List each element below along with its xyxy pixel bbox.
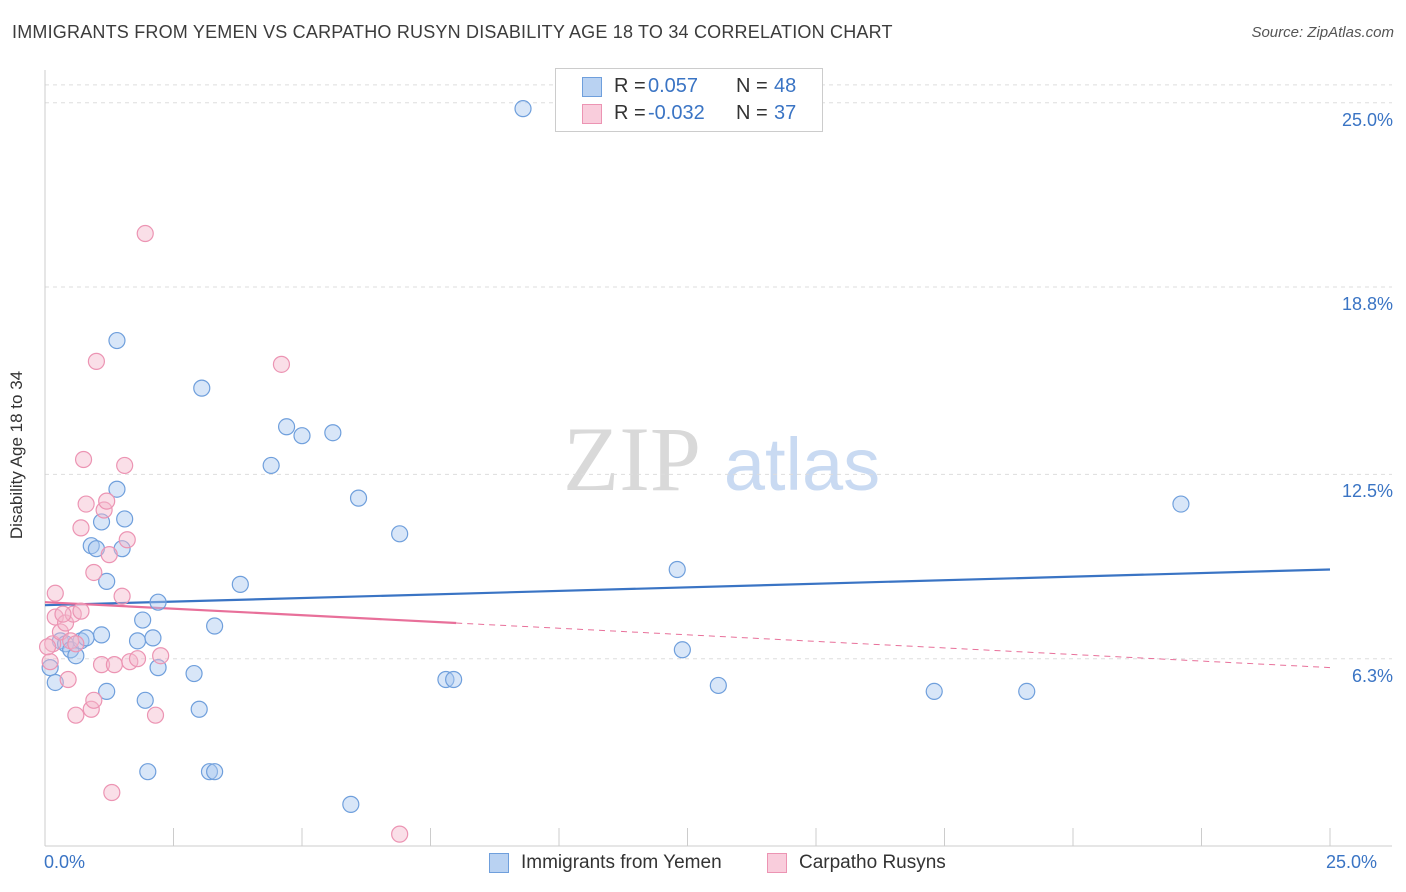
point-yemen bbox=[324, 424, 342, 442]
point-yemen bbox=[46, 673, 64, 692]
point-rusyn bbox=[41, 653, 59, 671]
point-yemen bbox=[445, 670, 463, 689]
point-rusyn bbox=[59, 670, 77, 689]
point-yemen bbox=[108, 331, 126, 350]
point-rusyn bbox=[72, 519, 90, 537]
point-yemen bbox=[193, 379, 211, 397]
point-rusyn bbox=[44, 635, 62, 653]
point-yemen bbox=[190, 700, 208, 718]
point-rusyn bbox=[136, 224, 154, 243]
point-yemen bbox=[206, 617, 224, 635]
point-rusyn bbox=[85, 563, 103, 582]
point-rusyn bbox=[391, 825, 409, 843]
point-rusyn bbox=[118, 531, 136, 549]
point-rusyn bbox=[74, 450, 93, 469]
point-yemen bbox=[92, 626, 111, 644]
point-rusyn bbox=[67, 706, 85, 724]
point-yemen bbox=[231, 575, 249, 593]
point-rusyn bbox=[67, 635, 85, 653]
point-yemen bbox=[136, 691, 154, 709]
trend-line-rusyn bbox=[44, 601, 457, 625]
watermark-zip: ZIP bbox=[563, 408, 701, 510]
bottom-legend-label: Immigrants from Yemen bbox=[521, 852, 722, 873]
x-tick-label-max: 25.0% bbox=[1326, 852, 1378, 872]
point-rusyn bbox=[146, 706, 165, 724]
bottom-legend-swatch-pink bbox=[767, 853, 787, 873]
point-rusyn bbox=[98, 492, 116, 510]
bottom-legend-label: Carpatho Rusyns bbox=[799, 852, 946, 873]
point-yemen bbox=[82, 537, 100, 555]
point-yemen bbox=[709, 676, 727, 695]
legend-r-label: R = bbox=[614, 75, 646, 97]
y-tick-label: 18.8% bbox=[1341, 294, 1393, 315]
point-rusyn bbox=[113, 587, 131, 605]
point-yemen bbox=[149, 593, 167, 611]
point-yemen bbox=[98, 682, 116, 700]
point-rusyn bbox=[85, 691, 103, 709]
point-yemen bbox=[262, 456, 280, 475]
point-yemen bbox=[116, 510, 134, 528]
point-rusyn bbox=[128, 650, 147, 668]
chart-title: IMMIGRANTS FROM YEMEN VS CARPATHO RUSYN … bbox=[12, 22, 893, 42]
point-yemen bbox=[349, 489, 368, 507]
point-yemen bbox=[200, 763, 219, 781]
watermark: ZIP atlas bbox=[563, 408, 880, 510]
legend-n-label: N = bbox=[736, 102, 768, 124]
legend-r-label: R = bbox=[614, 102, 646, 124]
legend-swatch-blue bbox=[582, 77, 602, 97]
y-tick-label: 12.5% bbox=[1341, 481, 1393, 502]
legend-r-value: -0.032 bbox=[648, 102, 705, 124]
point-rusyn bbox=[62, 632, 80, 650]
y-axis-label: Disability Age 18 to 34 bbox=[7, 370, 26, 540]
correlation-legend: R = 0.057 N = 48 R = -0.032 N = 37 bbox=[555, 68, 823, 132]
trend-line-rusyn-dashed bbox=[456, 622, 1331, 669]
point-yemen bbox=[668, 560, 686, 579]
point-yemen bbox=[925, 682, 943, 700]
source-label: Source: ZipAtlas.com bbox=[1251, 24, 1394, 41]
point-yemen bbox=[144, 629, 162, 647]
point-yemen bbox=[98, 572, 116, 590]
point-yemen bbox=[134, 611, 152, 629]
point-yemen bbox=[277, 418, 296, 436]
point-rusyn bbox=[54, 605, 72, 623]
point-yemen bbox=[108, 480, 126, 498]
point-rusyn bbox=[116, 456, 134, 475]
point-yemen bbox=[673, 641, 691, 659]
point-rusyn bbox=[100, 546, 118, 564]
point-rusyn bbox=[72, 602, 90, 620]
bottom-legend-swatch-blue bbox=[489, 853, 509, 873]
point-rusyn bbox=[77, 495, 95, 513]
point-yemen bbox=[514, 100, 532, 118]
point-yemen bbox=[391, 525, 409, 543]
point-yemen bbox=[128, 632, 147, 650]
point-rusyn bbox=[272, 355, 291, 373]
y-tick-label: 6.3% bbox=[1351, 665, 1393, 686]
legend-n-value: 37 bbox=[774, 102, 797, 124]
watermark-atlas: atlas bbox=[724, 423, 880, 506]
y-tick-label: 25.0% bbox=[1341, 109, 1393, 130]
point-rusyn bbox=[152, 647, 170, 665]
legend-swatch-pink bbox=[582, 104, 602, 124]
x-tick-label-min: 0.0% bbox=[44, 852, 86, 872]
point-yemen bbox=[1172, 495, 1190, 513]
point-rusyn bbox=[92, 656, 111, 674]
legend-r-value: 0.057 bbox=[648, 75, 699, 97]
legend-n-label: N = bbox=[736, 75, 768, 97]
point-yemen bbox=[342, 795, 360, 813]
point-rusyn bbox=[38, 638, 57, 656]
point-yemen bbox=[293, 427, 311, 445]
point-rusyn bbox=[105, 656, 123, 674]
point-rusyn bbox=[87, 352, 106, 370]
point-rusyn bbox=[46, 584, 64, 602]
point-yemen bbox=[206, 763, 224, 781]
point-rusyn bbox=[103, 783, 121, 802]
point-yemen bbox=[185, 664, 203, 683]
point-yemen bbox=[139, 763, 157, 781]
trend-line-yemen bbox=[44, 568, 1331, 607]
point-yemen bbox=[1018, 682, 1036, 700]
legend-n-value: 48 bbox=[774, 75, 797, 97]
